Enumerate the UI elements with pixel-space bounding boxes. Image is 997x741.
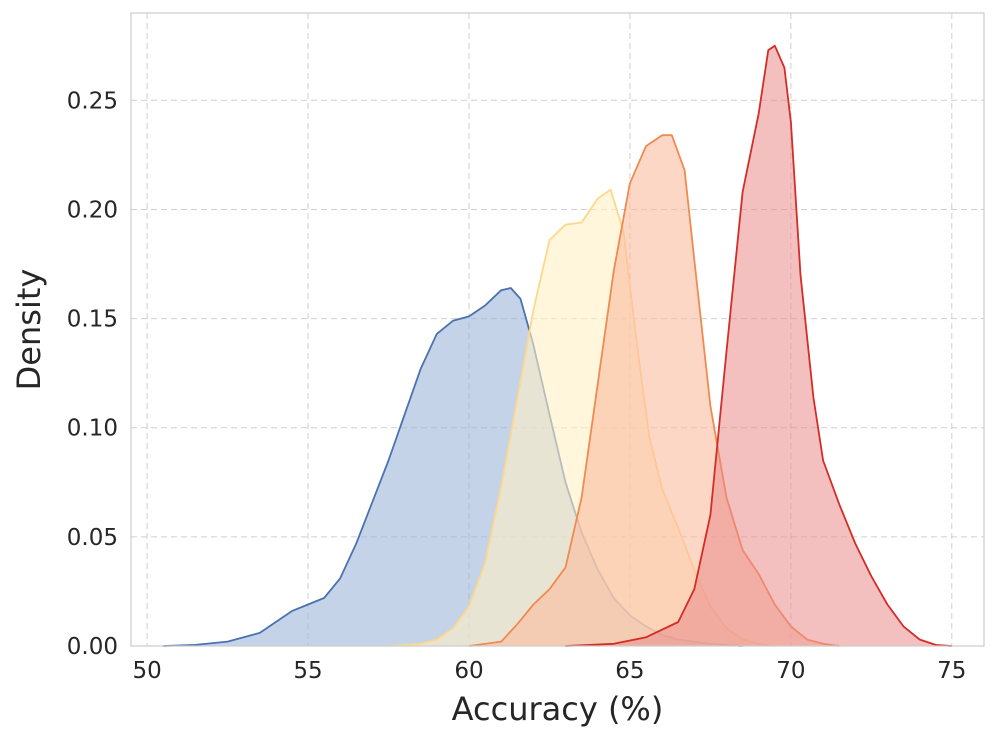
x-tick-label: 50 [132, 658, 161, 684]
x-tick-label: 55 [293, 658, 322, 684]
density-series-4 [565, 44, 952, 647]
y-tick-label: 0.15 [67, 307, 118, 333]
y-axis-title: Density [10, 269, 48, 391]
x-tick-label: 70 [776, 658, 805, 684]
density-series [163, 44, 952, 647]
x-tick-label: 75 [937, 658, 966, 684]
density-area-3 [469, 135, 840, 646]
y-tick-label: 0.05 [67, 525, 118, 551]
density-area-4 [565, 45, 952, 646]
density-area-1 [163, 288, 743, 646]
y-tick-label: 0.20 [67, 197, 118, 223]
x-tick-label: 60 [454, 658, 483, 684]
x-axis-title: Accuracy (%) [452, 690, 664, 728]
y-tick-label: 0.25 [67, 88, 118, 114]
plot-frame [130, 12, 985, 647]
y-axis-ticks: 0.00 0.05 0.10 0.15 0.20 0.25 [67, 88, 118, 660]
y-tick-label: 0.10 [67, 416, 118, 442]
x-axis-ticks: 50 55 60 65 70 75 [132, 658, 966, 684]
x-tick-label: 65 [615, 658, 644, 684]
density-curve-4 [565, 44, 952, 647]
y-tick-label: 0.00 [67, 634, 118, 660]
